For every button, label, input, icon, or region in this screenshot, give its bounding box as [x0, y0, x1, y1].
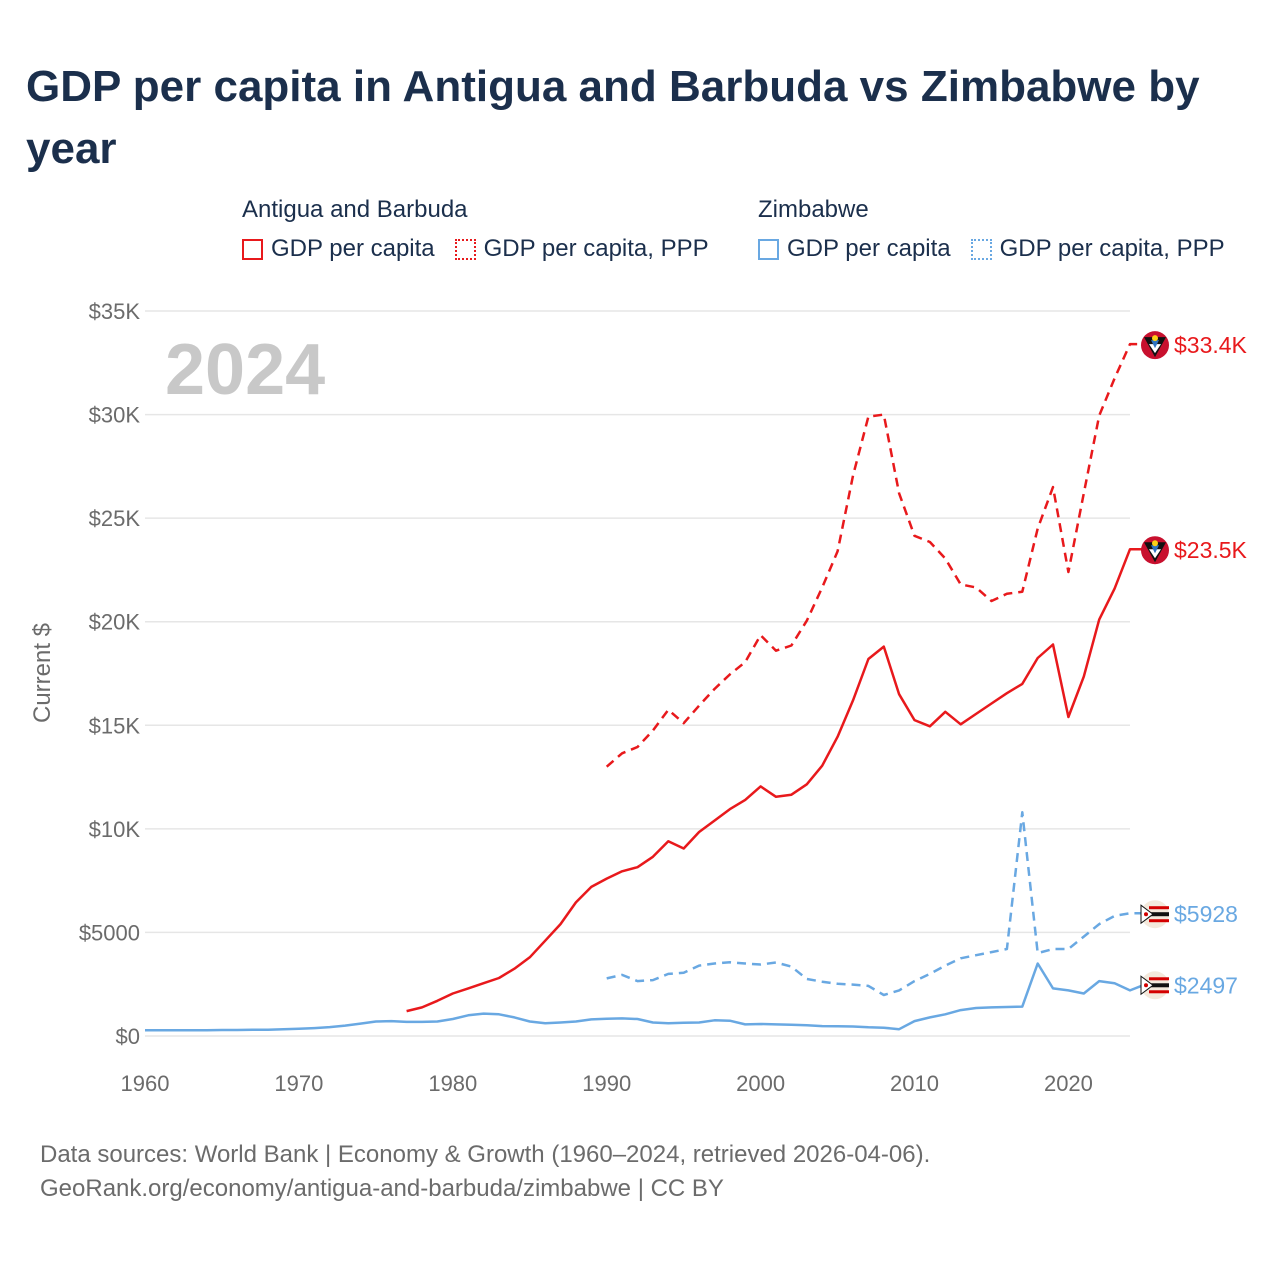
- y-axis-title: Current $: [29, 623, 56, 723]
- legend-heading-zimbabwe: Zimbabwe: [758, 196, 869, 223]
- flag-icon-zimbabwe-stripe: [1149, 919, 1169, 923]
- source-line-2[interactable]: GeoRank.org/economy/antigua-and-barbuda/…: [40, 1175, 724, 1202]
- flag-icon-antigua-sun: [1152, 540, 1158, 547]
- end-value-label-zimbabwe: $2497: [1174, 972, 1238, 998]
- legend-swatch-antigua-ppp: [454, 238, 476, 260]
- series-line-antigua-solid: [406, 547, 1146, 1013]
- legend-antigua: Antigua and Barbuda GDP per capita GDP p…: [242, 194, 729, 263]
- x-tick-label: 1970: [274, 1071, 323, 1096]
- x-tick-label: 1960: [121, 1071, 170, 1096]
- flag-icon-antigua-blue: [1151, 545, 1159, 554]
- flag-icon-zimbabwe-stripe: [1149, 977, 1169, 981]
- y-tick-label: $0: [116, 1024, 140, 1049]
- source-line-1: Data sources: World Bank | Economy & Gro…: [40, 1141, 931, 1168]
- x-tick-label: 1990: [582, 1071, 631, 1096]
- flag-icon-antigua-sun: [1152, 335, 1158, 342]
- y-tick-label: $35K: [89, 299, 141, 324]
- legend-label-zimbabwe-gdp: GDP per capita: [787, 235, 951, 262]
- legend-item-zimbabwe-ppp[interactable]: GDP per capita, PPP: [970, 235, 1225, 263]
- legend-swatch-zimbabwe-gdp: [758, 238, 779, 260]
- end-value-label-zimbabwe: $5928: [1174, 901, 1238, 927]
- flag-icon-zimbabwe-stripe: [1149, 983, 1169, 988]
- y-tick-label: $20K: [89, 610, 141, 635]
- flag-icon-antigua-blue: [1151, 340, 1159, 349]
- flag-icon-antigua-white: [1149, 549, 1161, 559]
- flag-icon-zimbabwe-star: [1144, 912, 1148, 917]
- x-tick-label: 1980: [428, 1071, 477, 1096]
- flag-icon-zimbabwe-stripe: [1149, 912, 1169, 917]
- year-watermark: 2024: [165, 330, 325, 410]
- legend-label-antigua-gdp: GDP per capita: [271, 235, 435, 262]
- flag-icon-zimbabwe-stripe: [1149, 990, 1169, 994]
- y-tick-label: $25K: [89, 506, 141, 531]
- x-tick-label: 2010: [890, 1071, 939, 1096]
- end-value-label-antigua: $23.5K: [1174, 537, 1248, 563]
- legend-label-zimbabwe-ppp: GDP per capita, PPP: [999, 235, 1225, 262]
- source-note: Data sources: World Bank | Economy & Gro…: [40, 1138, 930, 1206]
- y-tick-label: $10K: [89, 817, 141, 842]
- x-tick-label: 2020: [1044, 1071, 1093, 1096]
- legend-heading-antigua: Antigua and Barbuda: [242, 196, 468, 223]
- series-line-zimbabwe-dashed: [606, 811, 1146, 997]
- end-value-label-antigua: $33.4K: [1174, 332, 1248, 358]
- legend-item-antigua-gdp[interactable]: GDP per capita: [242, 235, 435, 263]
- legend-swatch-zimbabwe-ppp: [970, 238, 992, 260]
- chart-title: GDP per capita in Antigua and Barbuda vs…: [26, 62, 1200, 173]
- y-tick-label: $5000: [79, 920, 140, 945]
- legend-item-zimbabwe-gdp[interactable]: GDP per capita: [758, 235, 951, 263]
- y-tick-label: $30K: [89, 403, 141, 428]
- legend-zimbabwe: Zimbabwe GDP per capita GDP per capita, …: [758, 194, 1245, 263]
- legend-swatch-antigua-gdp: [242, 238, 263, 260]
- legend-label-antigua-ppp: GDP per capita, PPP: [483, 235, 709, 262]
- x-tick-label: 2000: [736, 1071, 785, 1096]
- flag-icon-antigua-white: [1149, 344, 1161, 354]
- series-line-antigua-dashed: [605, 342, 1146, 768]
- flag-icon-zimbabwe-stripe: [1149, 906, 1169, 910]
- y-tick-label: $15K: [89, 713, 141, 738]
- legend-item-antigua-ppp[interactable]: GDP per capita, PPP: [454, 235, 709, 263]
- series-line-zimbabwe-solid: [145, 962, 1146, 1032]
- flag-icon-zimbabwe-star: [1144, 983, 1148, 988]
